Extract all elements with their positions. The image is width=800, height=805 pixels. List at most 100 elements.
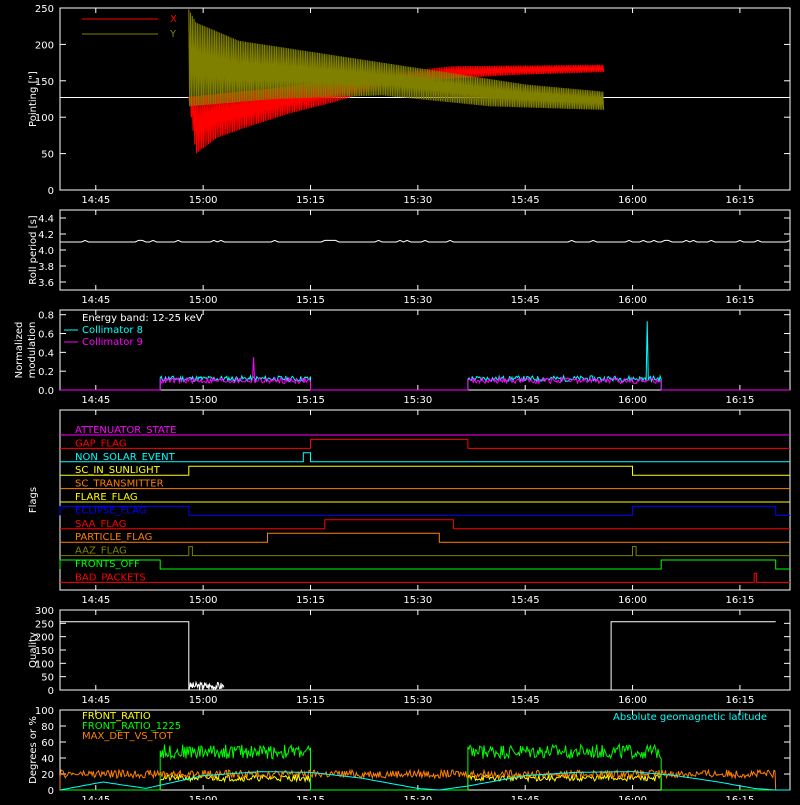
y-tick-label: 0.8 (38, 311, 54, 322)
y-tick-label: 100 (35, 659, 54, 670)
x-tick-label: 15:30 (403, 795, 432, 800)
y-tick-label: 4.0 (38, 246, 54, 257)
x-tick-label: 15:30 (403, 695, 432, 706)
y-tick-label: 0.6 (38, 330, 54, 341)
y-tick-label: 100 (35, 113, 54, 124)
y-axis-label-roll: Roll period [s] (28, 215, 39, 284)
y-tick-label: 20 (41, 770, 54, 781)
x-tick-label: 15:15 (296, 295, 325, 306)
y-tick-label: 0.0 (38, 386, 54, 397)
x-tick-label: 14:45 (81, 395, 110, 406)
flag-line-aaz-flag (60, 546, 790, 557)
x-tick-label: 15:30 (403, 195, 432, 206)
flag-label: GAP_FLAG (75, 438, 127, 449)
flag-line-non-solar-event (60, 452, 790, 463)
x-tick-label: 14:45 (81, 295, 110, 306)
legend-x-label: X (170, 14, 177, 25)
x-tick-label: 15:30 (403, 395, 432, 406)
x-tick-label: 16:15 (725, 195, 754, 206)
x-tick-label: 14:45 (81, 795, 110, 800)
y-axis-label-modulation-2: modulation (27, 322, 38, 379)
y-tick-label: 100 (35, 706, 54, 717)
y-tick-label: 4.2 (38, 230, 54, 241)
y-tick-label: 3.6 (38, 278, 54, 289)
y-axis-label-modulation-1: Normalized (14, 322, 25, 379)
x-tick-label: 16:00 (618, 295, 647, 306)
flag-label: BAD_PACKETS (75, 572, 146, 583)
y-tick-label: 0 (48, 186, 54, 197)
flag-line-eclipse-flag (59, 505, 790, 516)
y-tick-label: 0.4 (38, 348, 54, 359)
x-tick-label: 15:30 (403, 295, 432, 306)
quality-line (60, 621, 776, 691)
y-tick-label: 200 (35, 633, 54, 644)
quality-noise (188, 680, 225, 690)
x-tick-label: 15:45 (511, 595, 540, 606)
flag-line-saa-flag (60, 519, 790, 530)
flag-label: FRONTS_OFF (75, 559, 140, 570)
x-tick-label: 15:00 (189, 295, 218, 306)
ratio-series-front-ratio-1225 (60, 742, 790, 791)
flag-line-bad-packets (60, 572, 790, 583)
y-tick-label: 250 (35, 4, 54, 15)
y-tick-label: 4.4 (38, 214, 54, 225)
x-tick-label: 15:00 (189, 195, 218, 206)
x-tick-label: 15:15 (296, 395, 325, 406)
y-tick-label: 80 (41, 722, 54, 733)
x-tick-label: 16:00 (618, 195, 647, 206)
panel-frame-pointing (59, 7, 791, 191)
x-tick-label: 16:15 (725, 695, 754, 706)
y-tick-label: 150 (35, 646, 54, 657)
x-tick-label: 16:15 (725, 595, 754, 606)
geomagnetic-latitude-line (59, 771, 790, 791)
y-tick-label: 3.8 (38, 262, 54, 273)
x-tick-label: 15:00 (189, 695, 218, 706)
x-tick-label: 16:15 (725, 795, 754, 800)
x-tick-label: 16:15 (725, 395, 754, 406)
y-tick-label: 50 (41, 150, 54, 161)
y-axis-label-ratios: Degrees or % (28, 716, 39, 784)
x-tick-label: 15:15 (296, 695, 325, 706)
y-tick-label: 250 (35, 619, 54, 630)
x-tick-label: 14:45 (81, 695, 110, 706)
x-tick-label: 15:30 (403, 595, 432, 606)
x-tick-label: 15:45 (511, 195, 540, 206)
x-tick-label: 15:15 (296, 795, 325, 800)
y-axis-label-quality: Quality (28, 632, 39, 668)
x-tick-label: 15:45 (511, 395, 540, 406)
flag-label: ECLIPSE_FLAG (75, 505, 146, 516)
x-tick-label: 16:00 (618, 695, 647, 706)
legend-front-ratio-1225: FRONT_RATIO_1225 (82, 721, 181, 732)
x-tick-label: 14:45 (81, 595, 110, 606)
legend-collimator-8-label: Collimator 8 (82, 325, 143, 336)
panel-frame-flags (59, 409, 791, 591)
y-tick-label: 50 (41, 673, 54, 684)
x-tick-label: 15:15 (296, 595, 325, 606)
x-tick-label: 16:00 (618, 395, 647, 406)
flag-line-particle-flag (60, 532, 790, 543)
y-tick-label: 150 (35, 77, 54, 88)
modulation-series-2 (60, 357, 790, 391)
flag-label: FLARE_FLAG (75, 492, 138, 503)
legend-collimator-9-label: Collimator 9 (82, 337, 143, 348)
legend-max-det-vs-tot: MAX_DET_VS_TOT (82, 731, 174, 742)
x-tick-label: 15:15 (296, 195, 325, 206)
flag-line-fronts-off (59, 559, 790, 570)
legend-geomagnetic-latitude: Absolute geomagnetic latitude (613, 712, 767, 723)
y-tick-label: 40 (41, 754, 54, 765)
flag-line-sc-in-sunlight (60, 465, 790, 476)
x-tick-label: 15:00 (189, 595, 218, 606)
y-tick-label: 0 (48, 686, 54, 697)
flag-line-gap-flag (60, 438, 790, 449)
x-tick-label: 15:45 (511, 295, 540, 306)
y-tick-label: 0 (48, 786, 54, 797)
flag-label: SC_TRANSMITTER (75, 479, 164, 490)
roll-period-line (60, 239, 791, 243)
legend-front-ratio: FRONT_RATIO (82, 711, 151, 722)
x-tick-label: 16:00 (618, 795, 647, 800)
x-tick-label: 16:15 (725, 295, 754, 306)
y-axis-label-pointing: Pointing ["] (28, 71, 39, 127)
flag-label: ATTENUATOR_STATE (75, 425, 176, 436)
y-tick-label: 0.2 (38, 367, 54, 378)
